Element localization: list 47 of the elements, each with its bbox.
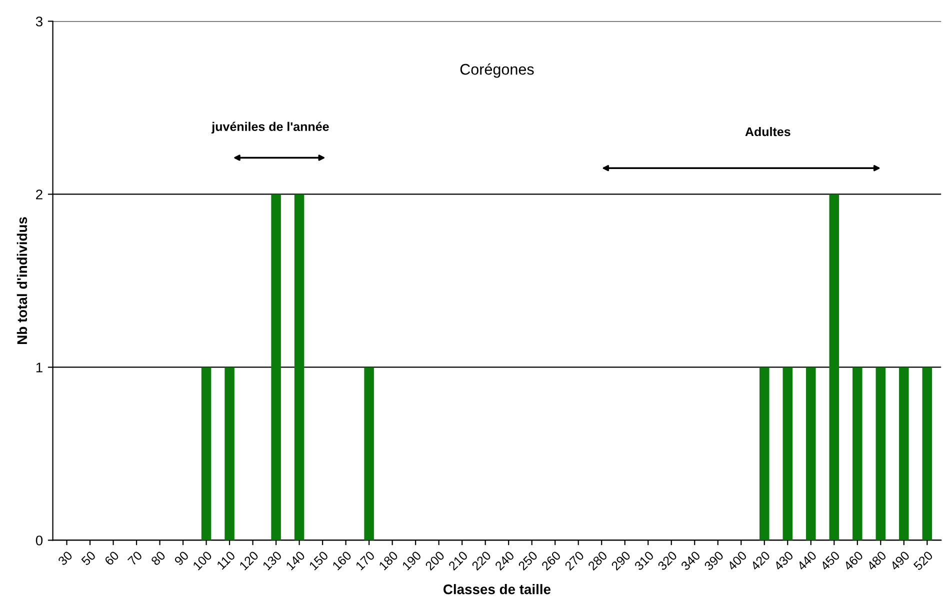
x-tick-label: 80 — [150, 550, 166, 566]
x-tick-label: 170 — [355, 550, 376, 571]
annotation: juvéniles de l'année — [211, 122, 329, 134]
x-tick-label: 240 — [494, 550, 515, 571]
x-tick-label: 440 — [796, 550, 818, 571]
x-tick-label: 430 — [773, 550, 794, 571]
y-tick-label: 1 — [36, 362, 42, 372]
x-tick-label: 180 — [378, 550, 398, 571]
x-tick-label: 90 — [174, 550, 190, 566]
x-tick-label: 100 — [192, 550, 212, 571]
x-tick-label: 340 — [680, 550, 701, 571]
x-tick-label: 60 — [104, 550, 120, 566]
x-tick-label: 320 — [657, 550, 678, 571]
x-tick-label: 420 — [750, 550, 771, 571]
x-tick-label: 190 — [402, 550, 422, 571]
x-tick-label: 310 — [634, 550, 654, 571]
x-tick-label: 30 — [58, 550, 73, 566]
text: Corégones — [460, 63, 534, 78]
x-tick-label: 200 — [424, 550, 445, 571]
y-tick-label: 2 — [36, 190, 42, 200]
x-tick-label: 150 — [308, 550, 329, 571]
x-tick-label: 210 — [448, 550, 468, 571]
x-tick-label: 520 — [913, 550, 934, 571]
x-tick-label: 280 — [588, 550, 608, 571]
x-tick-label: 140 — [285, 550, 306, 571]
x-tick-label: 270 — [564, 550, 584, 571]
x-axis-title: Classes de taille — [443, 584, 551, 594]
y-axis-title: Nb total d'individus — [16, 217, 28, 344]
x-tick-label: 70 — [127, 550, 143, 566]
x-tick-label: 130 — [262, 550, 282, 571]
x-tick-label: 120 — [238, 550, 259, 571]
x-tick-label: 390 — [704, 550, 724, 571]
x-tick-label: 450 — [820, 550, 840, 571]
y-tick-label: 0 — [36, 536, 43, 546]
x-tick-label: 290 — [610, 550, 632, 571]
x-tick-label: 260 — [541, 550, 562, 571]
x-tick-label: 480 — [866, 550, 887, 571]
x-tick-label: 250 — [518, 550, 538, 571]
x-tick-label: 220 — [471, 550, 492, 571]
x-tick-label: 490 — [890, 550, 910, 571]
annotation: Adultes — [745, 127, 790, 136]
x-tick-label: 50 — [80, 550, 96, 566]
y-tick-label: 3 — [36, 16, 42, 26]
x-tick-label: 110 — [216, 550, 236, 570]
x-tick-label: 160 — [332, 550, 352, 571]
x-tick-label: 400 — [726, 550, 748, 571]
x-tick-label: 460 — [843, 550, 864, 571]
